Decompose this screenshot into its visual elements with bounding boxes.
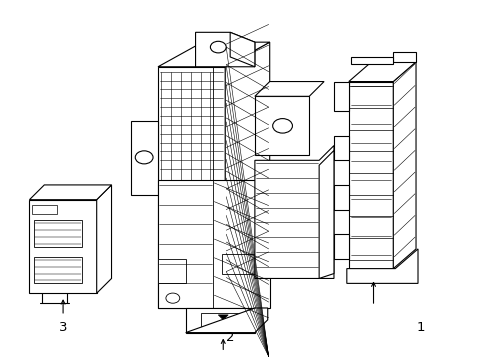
Polygon shape — [254, 145, 333, 278]
Polygon shape — [32, 204, 57, 215]
Polygon shape — [254, 96, 308, 156]
Polygon shape — [350, 57, 392, 64]
Polygon shape — [222, 254, 254, 274]
Polygon shape — [34, 257, 81, 283]
Polygon shape — [200, 313, 244, 330]
Polygon shape — [131, 121, 158, 195]
Polygon shape — [254, 82, 324, 96]
Polygon shape — [225, 42, 269, 308]
Polygon shape — [348, 62, 415, 82]
Polygon shape — [333, 82, 348, 111]
Text: 3: 3 — [59, 321, 67, 334]
Text: 1: 1 — [416, 321, 425, 334]
Polygon shape — [158, 67, 225, 308]
Polygon shape — [230, 32, 254, 67]
Polygon shape — [158, 259, 185, 283]
Polygon shape — [319, 150, 333, 278]
Polygon shape — [29, 185, 111, 200]
Text: 2: 2 — [225, 331, 234, 344]
Polygon shape — [348, 82, 392, 269]
Polygon shape — [218, 315, 228, 320]
Polygon shape — [333, 234, 348, 259]
Polygon shape — [158, 180, 269, 308]
Polygon shape — [392, 62, 415, 269]
Polygon shape — [185, 308, 267, 333]
Polygon shape — [346, 249, 417, 283]
Polygon shape — [195, 32, 254, 67]
Polygon shape — [158, 42, 269, 67]
Polygon shape — [333, 136, 348, 160]
Polygon shape — [185, 308, 254, 333]
Polygon shape — [392, 52, 415, 62]
Polygon shape — [29, 200, 97, 293]
Polygon shape — [97, 185, 111, 293]
Polygon shape — [34, 220, 81, 247]
Polygon shape — [333, 185, 348, 210]
